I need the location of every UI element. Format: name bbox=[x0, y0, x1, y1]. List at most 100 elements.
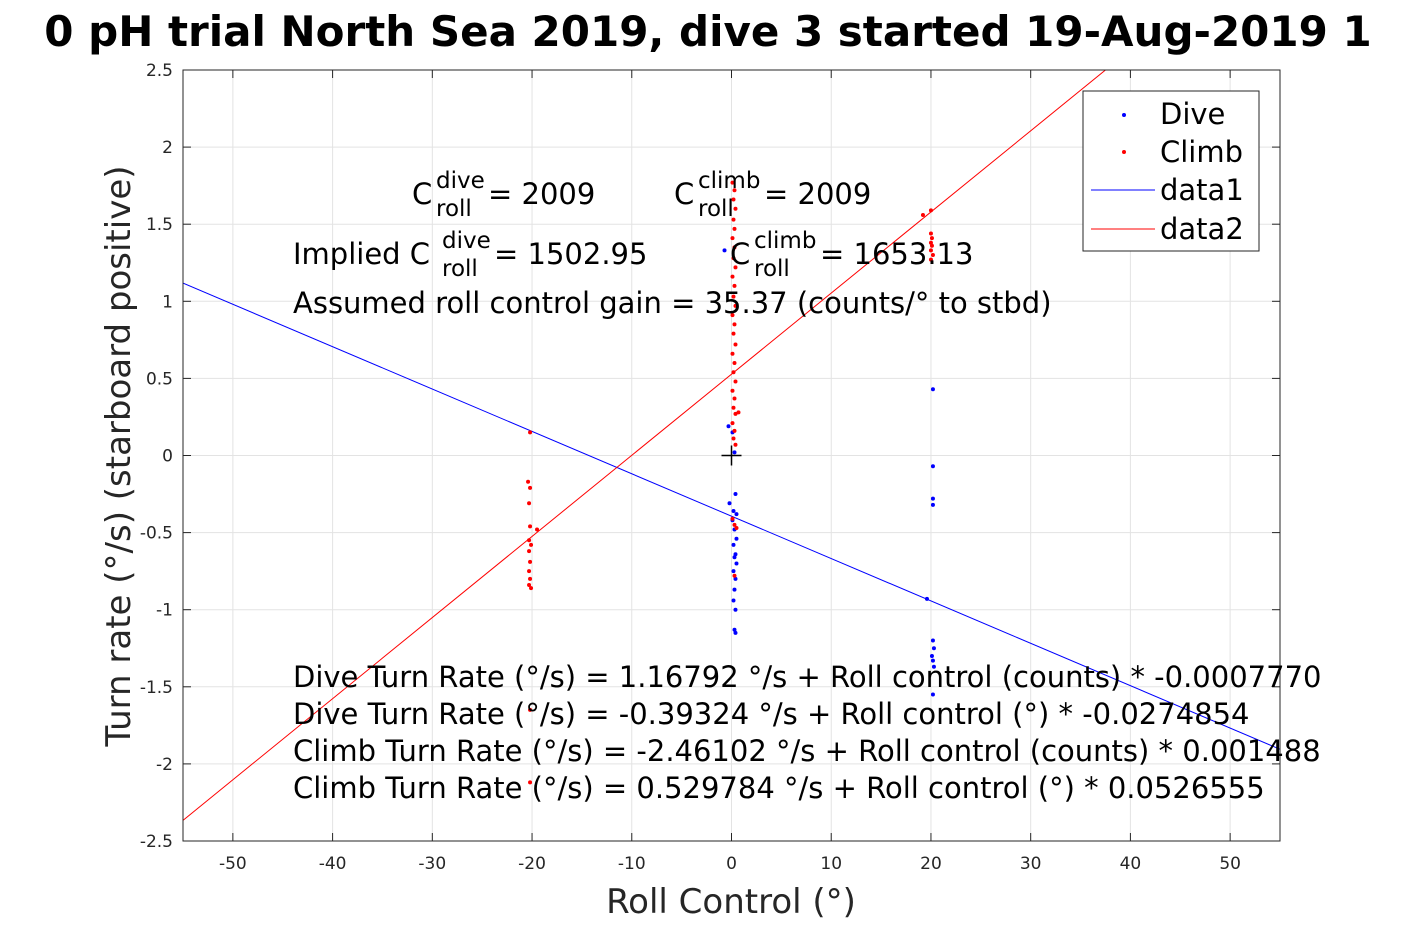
climb-point bbox=[731, 217, 736, 222]
climb-point bbox=[928, 257, 933, 262]
climb-point bbox=[528, 707, 533, 712]
climb-point bbox=[730, 421, 735, 426]
dive-point bbox=[734, 561, 739, 566]
climb-point bbox=[730, 180, 735, 185]
climb-point bbox=[920, 212, 925, 217]
climb-point bbox=[730, 351, 735, 356]
dive-point bbox=[726, 424, 731, 429]
equation-climb-degrees: Climb Turn Rate (°/s) = 0.529784 °/s + R… bbox=[293, 771, 1265, 805]
dive-point bbox=[732, 587, 737, 592]
y-tick-label: -2.5 bbox=[140, 832, 173, 852]
climb-point bbox=[527, 569, 532, 574]
x-tick-label: 0 bbox=[726, 854, 737, 874]
x-tick-label: -50 bbox=[219, 854, 247, 874]
y-tick-label: -1.5 bbox=[140, 678, 173, 698]
x-tick-label: 10 bbox=[820, 854, 842, 874]
y-tick-label: -2 bbox=[156, 755, 173, 775]
climb-point bbox=[529, 586, 534, 591]
dive-point bbox=[734, 512, 739, 517]
dive-point bbox=[733, 630, 738, 635]
legend-item-data2: data2 bbox=[1091, 212, 1244, 246]
c-dive-value: = 2009 bbox=[488, 177, 595, 211]
climb-point bbox=[528, 780, 533, 785]
legend-item-data1: data1 bbox=[1091, 173, 1244, 207]
climb-point bbox=[526, 479, 531, 484]
implied-dive-value: = 1502.95 bbox=[494, 237, 647, 271]
dive-point bbox=[931, 646, 936, 651]
fit-lines bbox=[183, 70, 1280, 821]
climb-point bbox=[528, 576, 533, 581]
data2-fit-line bbox=[183, 70, 1106, 821]
climb-point bbox=[529, 542, 534, 547]
origin-marker bbox=[721, 445, 742, 466]
implied-dive-sup: dive bbox=[442, 228, 491, 254]
climb-point bbox=[928, 208, 933, 213]
dive-point bbox=[924, 596, 929, 601]
dive-point bbox=[733, 492, 738, 497]
climb-point bbox=[527, 538, 532, 543]
dive-point bbox=[732, 555, 737, 560]
climb-point bbox=[731, 197, 736, 202]
legend-item-climb: Climb bbox=[1122, 135, 1243, 169]
legend-dive-label: Dive bbox=[1160, 97, 1225, 131]
implied-prefix: Implied C bbox=[293, 237, 430, 271]
dive-point bbox=[930, 692, 935, 697]
climb-point bbox=[527, 549, 532, 554]
y-tick-label: -0.5 bbox=[140, 524, 173, 544]
assumed-gain-text: Assumed roll control gain = 35.37 (count… bbox=[293, 286, 1052, 320]
climb-point bbox=[528, 559, 533, 564]
dive-point bbox=[734, 536, 739, 541]
climb-point bbox=[929, 243, 934, 248]
implied-climb-sub: roll bbox=[754, 256, 790, 282]
climb-point bbox=[528, 524, 533, 529]
legend-item-dive: Dive bbox=[1122, 97, 1225, 131]
dive-point bbox=[733, 607, 738, 612]
c-climb-sub: roll bbox=[698, 196, 734, 222]
climb-point bbox=[731, 256, 736, 261]
climb-point bbox=[731, 436, 736, 441]
implied-climb-base: C bbox=[730, 237, 750, 271]
annotation-c-dive: C dive roll = 2009 bbox=[412, 168, 595, 222]
climb-point bbox=[928, 248, 933, 253]
y-tick-label: 0.5 bbox=[146, 369, 173, 389]
x-tick-label: -20 bbox=[518, 854, 546, 874]
c-climb-sup: climb bbox=[698, 168, 760, 194]
climb-point bbox=[930, 253, 935, 258]
y-tick-label: 2.5 bbox=[146, 61, 173, 81]
climb-point bbox=[732, 322, 737, 327]
climb-point bbox=[527, 583, 532, 588]
legend-box bbox=[1082, 90, 1260, 252]
implied-climb-sup: climb bbox=[754, 228, 816, 254]
climb-point bbox=[732, 360, 737, 365]
climb-point bbox=[732, 396, 737, 401]
climb-point bbox=[732, 522, 737, 527]
legend-data1-label: data1 bbox=[1160, 173, 1244, 207]
climb-point bbox=[928, 240, 933, 245]
climb-point bbox=[736, 410, 741, 415]
dive-point bbox=[731, 509, 736, 514]
y-tick-label: 0 bbox=[162, 447, 173, 467]
dive-point bbox=[733, 552, 738, 557]
y-tick-label: 1 bbox=[162, 292, 173, 312]
dive-point bbox=[929, 653, 934, 658]
climb-point bbox=[928, 231, 933, 236]
legend: Dive Climb data1 data2 bbox=[1082, 90, 1260, 252]
legend-climb-marker bbox=[1122, 150, 1126, 154]
dive-point bbox=[731, 542, 736, 547]
implied-climb-value: = 1653.13 bbox=[820, 237, 973, 271]
dive-point bbox=[732, 627, 737, 632]
x-tick-label: 40 bbox=[1120, 854, 1142, 874]
climb-point bbox=[731, 370, 736, 375]
dive-point bbox=[930, 658, 935, 663]
climb-point bbox=[733, 411, 738, 416]
dive-point bbox=[732, 450, 737, 455]
climb-point bbox=[732, 428, 737, 433]
climb-point bbox=[733, 303, 738, 308]
climb-point bbox=[732, 283, 737, 288]
climb-point bbox=[732, 245, 737, 250]
climb-point bbox=[734, 525, 739, 530]
equation-dive-counts: Dive Turn Rate (°/s) = 1.16792 °/s + Rol… bbox=[293, 660, 1321, 694]
dive-point bbox=[733, 576, 738, 581]
equation-climb-counts: Climb Turn Rate (°/s) = -2.46102 °/s + R… bbox=[293, 734, 1321, 768]
